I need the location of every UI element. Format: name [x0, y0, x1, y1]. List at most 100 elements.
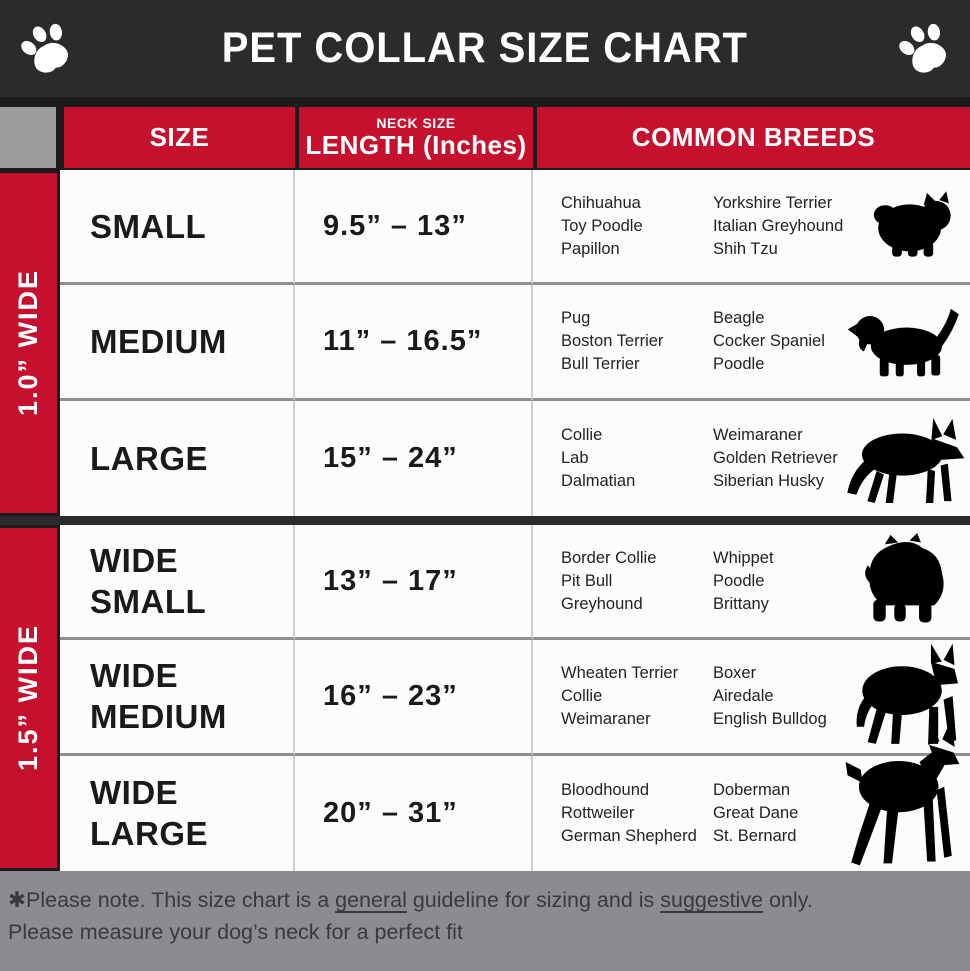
length-value: 9.5” – 13” — [323, 209, 467, 242]
column-header-length-label: LENGTH (Inches) — [305, 129, 527, 160]
footer-text: guideline for sizing and is — [406, 888, 661, 912]
column-header-length: NECK SIZE LENGTH (Inches) — [295, 107, 533, 168]
paw-print-icon — [892, 17, 956, 81]
breed-name: Beagle — [713, 308, 765, 327]
breed-list: Chihuahua Toy Poodle Papillon — [561, 193, 713, 260]
breed-name: Wheaten Terrier — [561, 663, 679, 682]
length-value: 16” – 23” — [323, 679, 458, 712]
column-header-breeds-label: COMMON BREEDS — [631, 122, 876, 152]
breed-list: Border Collie Pit Bull Greyhound — [561, 548, 713, 615]
breed-name: Boxer — [713, 663, 757, 682]
breed-name: Bull Terrier — [561, 355, 640, 374]
size-label: MEDIUM — [90, 322, 227, 360]
width-group-bar: 1.0” WIDE — [0, 170, 60, 516]
breed-list: Collie Lab Dalmatian — [561, 425, 713, 492]
size-label: WIDE SMALL — [90, 541, 207, 621]
footer-text: ✱Please note. This size chart is a — [8, 888, 336, 912]
column-header-breeds: COMMON BREEDS — [533, 107, 970, 168]
breed-name: German Shepherd — [561, 826, 697, 845]
table-row-wide-small-length-cell: 13” – 17” — [295, 525, 533, 641]
breed-list: Pug Boston Terrier Bull Terrier — [561, 308, 713, 375]
breed-list: Beagle Cocker Spaniel Poodle — [713, 308, 881, 375]
table-row-wide-small-size-cell: WIDE SMALL — [60, 525, 295, 641]
doberman-silhouette-icon — [838, 707, 966, 933]
breed-name: Papillon — [561, 239, 620, 258]
table-row-wide-large-size-cell: WIDE LARGE — [60, 755, 295, 871]
column-header-size-label: SIZE — [149, 122, 210, 152]
table-column-header: SIZE NECK SIZE LENGTH (Inches) COMMON BR… — [0, 107, 970, 168]
breed-list: Bloodhound Rottweiler German Shepherd — [561, 780, 713, 847]
length-value: 13” – 17” — [323, 564, 458, 597]
breed-name: Bloodhound — [561, 780, 650, 799]
pomeranian-silhouette-icon — [866, 186, 962, 266]
size-label: LARGE — [90, 439, 208, 477]
table-row-medium-length-cell: 11” – 16.5” — [295, 285, 533, 401]
table-row-small-length-cell: 9.5” – 13” — [295, 170, 533, 286]
page-title: PET COLLAR SIZE CHART — [221, 24, 749, 72]
footer-note: ✱Please note. This size chart is a gener… — [0, 871, 970, 971]
german-shepherd-silhouette-icon — [840, 407, 968, 509]
breed-list: Whippet Poodle Brittany — [713, 548, 881, 615]
breed-name: Golden Retriever — [713, 448, 838, 467]
footer-text: only. — [763, 888, 813, 912]
table-row-wide-medium-length-cell: 16” – 23” — [295, 640, 533, 756]
breed-name: Doberman — [713, 780, 791, 799]
table-row-wide-large-length-cell: 20” – 31” — [295, 755, 533, 871]
size-label: WIDE MEDIUM — [90, 657, 227, 736]
width-group-label: 1.0” WIDE — [13, 269, 43, 417]
section-divider — [0, 516, 970, 525]
breed-list: Doberman Great Dane St. Bernard — [713, 780, 881, 847]
table-row-small-size-cell: SMALL — [60, 170, 295, 286]
footer-line-2: Please measure your dog’s neck for a per… — [8, 920, 463, 945]
breed-name: Shih Tzu — [713, 239, 778, 258]
bulldog-silhouette-icon — [860, 533, 960, 629]
breed-name: Italian Greyhound — [713, 216, 844, 235]
size-label: WIDE LARGE — [90, 774, 208, 853]
breed-name: Yorkshire Terrier — [713, 193, 833, 212]
table-row-large-size-cell: LARGE — [60, 400, 295, 516]
breed-name: Cocker Spaniel — [713, 331, 825, 350]
breed-list: Yorkshire Terrier Italian Greyhound Shih… — [713, 193, 881, 260]
breed-name: Weimaraner — [561, 710, 651, 729]
table-row-medium-size-cell: MEDIUM — [60, 285, 295, 401]
breed-name: English Bulldog — [713, 710, 827, 729]
breed-name: Poodle — [713, 571, 765, 590]
footer-line-1: ✱Please note. This size chart is a gener… — [8, 884, 960, 916]
footer-underlined-word: suggestive — [660, 888, 764, 912]
breed-name: Pit Bull — [561, 571, 613, 590]
breed-name: Pug — [561, 308, 591, 327]
section-1-5-wide: 1.5” WIDE WIDE SMALL 13” – 17” Border Co… — [0, 525, 970, 871]
width-group-bar: 1.5” WIDE — [0, 525, 60, 871]
breed-name: Collie — [561, 686, 603, 705]
column-header-size: SIZE — [60, 107, 295, 168]
table-row-small-breeds-cell: Chihuahua Toy Poodle Papillon Yorkshire … — [533, 170, 970, 286]
table-row-wide-medium-breeds-cell: Wheaten Terrier Collie Weimaraner Boxer … — [533, 640, 970, 756]
breed-name: St. Bernard — [713, 826, 797, 845]
section-1-0-wide: 1.0” WIDE SMALL 9.5” – 13” Chihuahua Toy… — [0, 170, 970, 516]
breed-name: Chihuahua — [561, 193, 641, 212]
length-value: 11” – 16.5” — [323, 324, 483, 357]
breed-list: Wheaten Terrier Collie Weimaraner — [561, 663, 713, 730]
breed-name: Boston Terrier — [561, 331, 664, 350]
table-row-wide-medium-size-cell: WIDE MEDIUM — [60, 640, 295, 756]
breed-name: Toy Poodle — [561, 216, 643, 235]
table-row-large-breeds-cell: Collie Lab Dalmatian Weimaraner Golden R… — [533, 400, 970, 516]
footer-underlined-word: general — [335, 888, 407, 912]
breed-list: Weimaraner Golden Retriever Siberian Hus… — [713, 425, 881, 492]
breed-name: Brittany — [713, 594, 769, 613]
length-value: 15” – 24” — [323, 441, 458, 474]
neck-size-note: NECK SIZE — [376, 114, 456, 131]
title-bar: PET COLLAR SIZE CHART — [0, 0, 970, 97]
pit-bull-silhouette-icon — [846, 640, 968, 752]
size-label: SMALL — [90, 207, 207, 245]
paw-print-icon — [14, 17, 78, 81]
table-row-wide-small-breeds-cell: Border Collie Pit Bull Greyhound Whippet… — [533, 525, 970, 641]
breed-name: Rottweiler — [561, 803, 635, 822]
breed-name: Collie — [561, 425, 603, 444]
table-row-medium-breeds-cell: Pug Boston Terrier Bull Terrier Beagle C… — [533, 285, 970, 401]
breed-list: Boxer Airedale English Bulldog — [713, 663, 881, 730]
table-row-large-length-cell: 15” – 24” — [295, 400, 533, 516]
corner-spacer — [0, 107, 56, 168]
breed-name: Lab — [561, 448, 589, 467]
